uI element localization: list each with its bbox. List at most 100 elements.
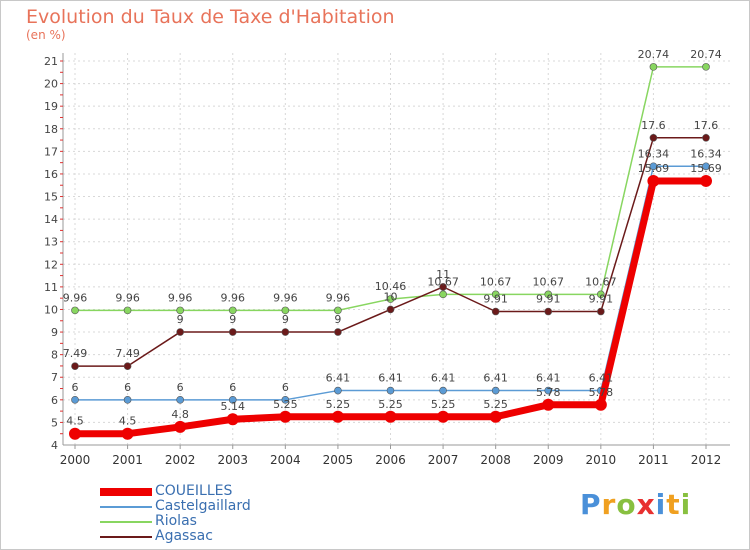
y-tick-label: 10 <box>44 303 58 316</box>
y-tick-label: 8 <box>51 349 58 362</box>
y-tick-label: 12 <box>44 258 58 271</box>
data-label: 6.41 <box>326 372 351 385</box>
data-point <box>491 290 500 299</box>
data-label: 9.96 <box>115 291 140 304</box>
data-point <box>174 420 187 433</box>
data-label: 4.8 <box>171 408 189 421</box>
data-point <box>386 295 395 303</box>
logo-letter: i <box>680 488 692 521</box>
data-label: 5.14 <box>221 400 246 413</box>
data-label: 4.5 <box>66 415 84 428</box>
data-label: 6.41 <box>378 372 403 385</box>
data-label: 16.34 <box>690 147 722 160</box>
data-point <box>123 362 132 370</box>
data-point <box>542 398 555 411</box>
logo-letter: x <box>636 488 656 521</box>
data-label: 9.91 <box>483 293 508 306</box>
data-label: 7.49 <box>63 347 88 360</box>
x-tick-label: 2004 <box>270 453 301 467</box>
data-point <box>226 413 239 426</box>
data-point <box>334 306 342 315</box>
y-tick-label: 21 <box>44 55 58 68</box>
y-tick-label: 14 <box>44 213 58 226</box>
data-label: 20.74 <box>638 48 670 61</box>
x-tick-label: 2001 <box>112 453 143 467</box>
legend-label-castelgaillard: Castelgaillard <box>155 498 251 514</box>
data-point <box>176 306 184 315</box>
data-label: 20.74 <box>690 48 722 61</box>
x-tick-label: 2007 <box>428 453 459 467</box>
data-point <box>386 386 395 395</box>
data-point <box>121 427 134 440</box>
data-point <box>649 162 658 171</box>
data-label: 6 <box>72 381 79 394</box>
data-point <box>176 328 184 336</box>
data-label: 9 <box>229 313 236 326</box>
data-point <box>384 410 397 423</box>
data-label: 5.25 <box>273 398 298 411</box>
chart-title: Evolution du Taux de Taxe d'Habitation <box>26 6 395 28</box>
data-label: 6.41 <box>483 372 508 385</box>
data-point <box>334 328 342 336</box>
data-point <box>544 386 553 395</box>
data-label: 10 <box>384 290 398 303</box>
data-label: 6 <box>177 381 184 394</box>
x-tick-label: 2005 <box>323 453 354 467</box>
logo-letter: r <box>601 488 617 521</box>
data-point <box>334 386 342 395</box>
y-tick-label: 15 <box>44 191 58 204</box>
data-point <box>702 134 710 142</box>
data-point <box>437 410 450 423</box>
data-label: 9.96 <box>168 291 193 304</box>
legend-item-castelgaillard: Castelgaillard <box>100 498 320 514</box>
data-point <box>279 410 292 423</box>
data-point <box>123 306 132 315</box>
y-tick-label: 13 <box>44 236 58 249</box>
legend-swatch-coueilles <box>100 488 152 496</box>
series-agassac <box>71 134 710 370</box>
data-point <box>281 328 290 336</box>
data-point <box>439 283 447 291</box>
data-label: 15.69 <box>638 162 670 175</box>
data-label: 16.34 <box>638 147 670 160</box>
data-point <box>647 174 660 187</box>
data-point <box>491 386 500 395</box>
data-point <box>228 328 237 336</box>
data-label: 9 <box>334 313 341 326</box>
series-coueilles <box>69 174 712 440</box>
legend-swatch-castelgaillard <box>100 506 152 508</box>
y-tick-label: 20 <box>44 78 58 91</box>
x-tick-label: 2002 <box>165 453 196 467</box>
data-point <box>702 63 710 71</box>
data-point <box>544 307 553 316</box>
data-label: 9 <box>177 313 184 326</box>
data-point <box>491 307 500 316</box>
proxiti-logo: Proxiti <box>580 488 691 521</box>
legend-label-agassac: Agassac <box>155 528 213 544</box>
data-label: 5.78 <box>589 386 614 399</box>
x-tick-label: 2012 <box>691 453 722 467</box>
x-tick-label: 2011 <box>638 453 669 467</box>
data-label: 10.46 <box>375 280 407 293</box>
logo-letter: o <box>616 488 637 521</box>
data-label: 7.49 <box>115 347 140 360</box>
data-label: 9.96 <box>273 291 298 304</box>
y-tick-label: 11 <box>44 281 58 294</box>
data-point <box>649 134 658 142</box>
data-label: 5.25 <box>378 398 403 411</box>
data-point <box>489 410 502 423</box>
y-tick-label: 18 <box>44 123 58 136</box>
data-point <box>69 427 81 440</box>
data-point <box>597 290 605 299</box>
y-tick-label: 7 <box>51 371 58 384</box>
data-label: 6 <box>282 381 289 394</box>
series-riolas <box>71 63 710 315</box>
legend-label-coueilles: COUEILLES <box>155 483 233 499</box>
data-label: 10.67 <box>585 275 617 288</box>
data-label: 5.78 <box>536 386 561 399</box>
y-tick-label: 19 <box>44 100 58 113</box>
data-label: 10.67 <box>480 275 512 288</box>
data-point <box>281 396 290 404</box>
y-tick-label: 6 <box>51 394 58 407</box>
